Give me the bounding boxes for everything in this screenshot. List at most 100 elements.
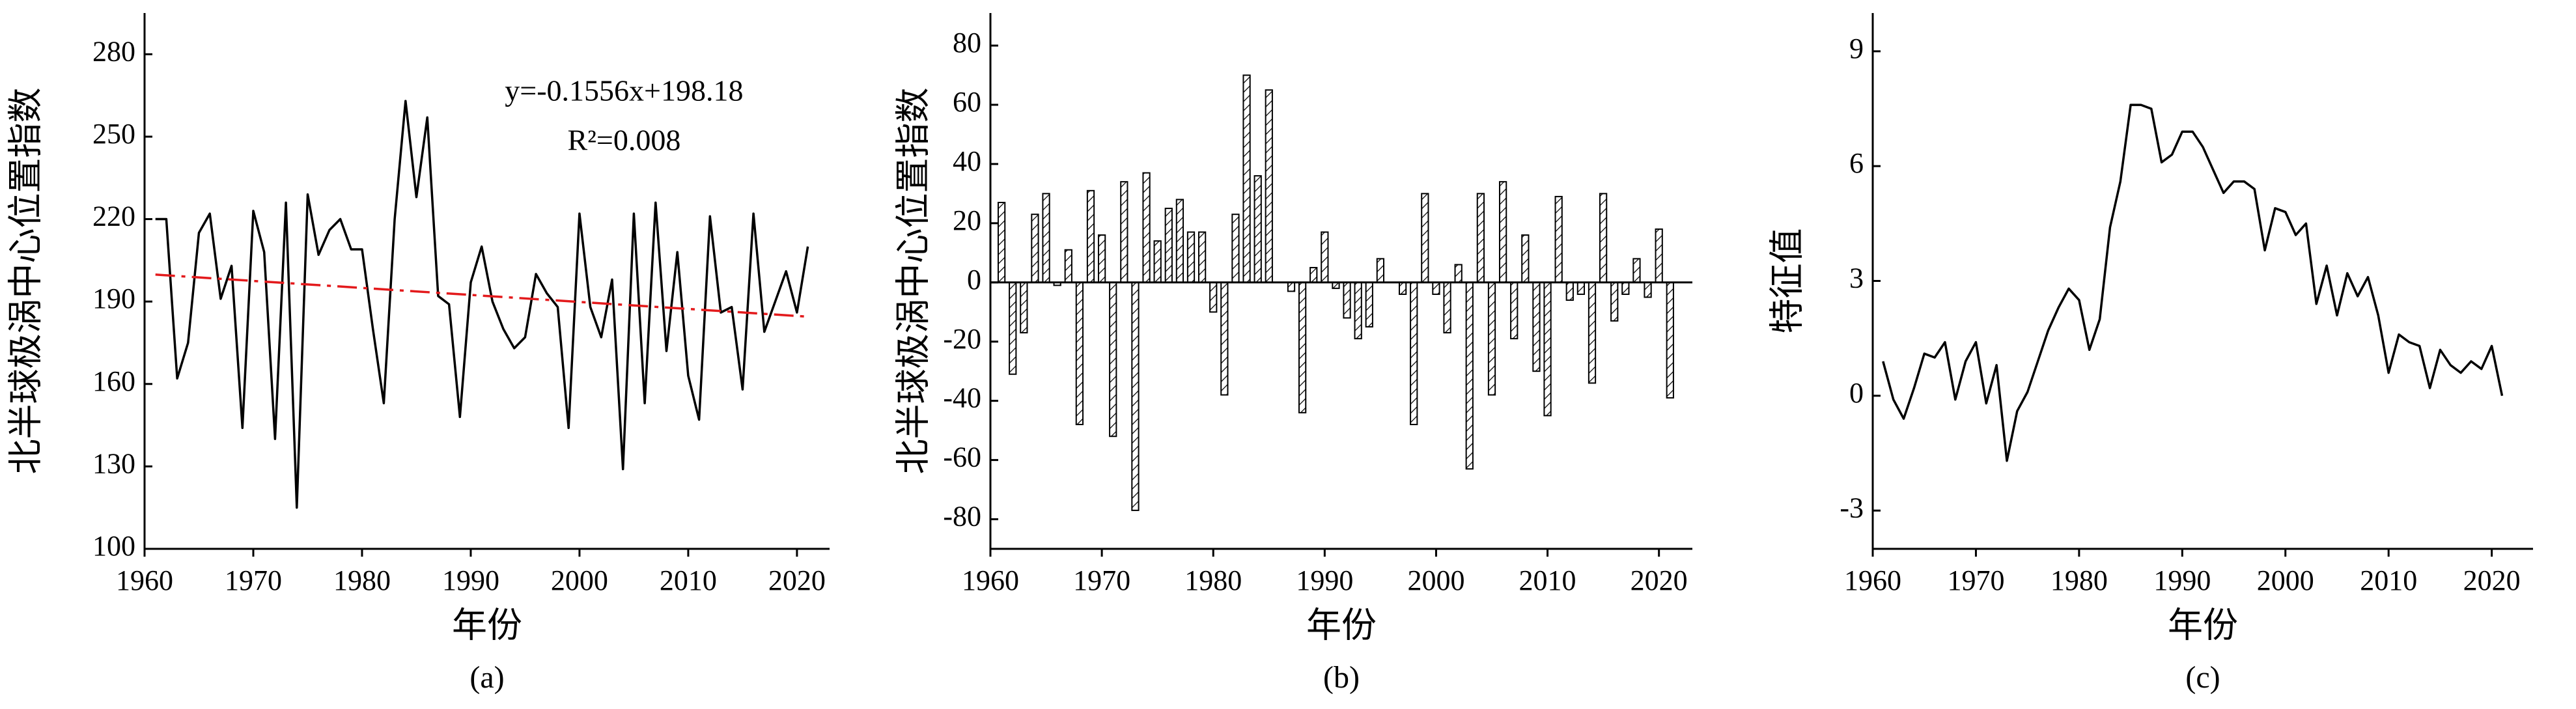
- y-tick-label: 80: [953, 27, 981, 59]
- x-tick-label: 1960: [116, 564, 173, 596]
- bar: [1321, 231, 1329, 283]
- y-tick-label: 190: [92, 283, 135, 314]
- bar: [1186, 231, 1196, 283]
- bar: [1209, 281, 1218, 313]
- bar: [1532, 281, 1541, 372]
- x-tick-label: 2020: [2463, 564, 2521, 596]
- trend-line: [155, 273, 808, 318]
- x-tick-label: 1970: [1947, 564, 2004, 596]
- bar: [1343, 281, 1351, 319]
- y-axis-title: 北半球极涡中心位置指数: [6, 88, 45, 475]
- bar: [1576, 281, 1586, 295]
- bar: [1510, 281, 1519, 340]
- bar: [1376, 258, 1385, 283]
- bar: [1644, 281, 1652, 298]
- x-tick-label: 2020: [768, 564, 826, 596]
- bar: [1421, 193, 1429, 283]
- x-axis-title: 年份: [452, 605, 522, 645]
- bar: [1410, 281, 1418, 426]
- bar: [1031, 214, 1039, 283]
- y-tick-label: 3: [1849, 262, 1864, 294]
- bar: [1454, 264, 1463, 283]
- bar: [1197, 231, 1207, 283]
- bar: [1020, 281, 1028, 334]
- x-axis-title: 年份: [1306, 605, 1377, 645]
- y-tick-label: 0: [967, 264, 981, 296]
- bar: [1398, 281, 1407, 295]
- y-tick-label: 250: [92, 118, 135, 150]
- bar: [1365, 281, 1373, 327]
- bar: [1543, 281, 1552, 417]
- bar: [1142, 172, 1151, 283]
- y-tick-label: 130: [92, 447, 135, 479]
- x-tick-label: 2010: [2360, 564, 2417, 596]
- y-tick-label: 60: [953, 86, 981, 118]
- bar: [1610, 281, 1619, 322]
- bar: [1231, 214, 1240, 283]
- bar: [1164, 208, 1173, 283]
- y-tick-label: -20: [943, 323, 981, 355]
- bar: [1621, 281, 1630, 295]
- x-tick-label: 1980: [333, 564, 391, 596]
- bar: [1120, 181, 1128, 283]
- x-tick-label: 2000: [1407, 564, 1464, 596]
- bar: [1521, 234, 1530, 283]
- x-tick-label: 1980: [1184, 564, 1242, 596]
- y-tick-label: 20: [953, 204, 981, 236]
- caption: (c): [2185, 660, 2220, 695]
- bar: [1666, 281, 1674, 399]
- y-tick-label: 280: [92, 35, 135, 67]
- bar: [1354, 281, 1362, 340]
- bar: [1476, 193, 1485, 283]
- x-tick-label: 2000: [2257, 564, 2314, 596]
- x-tick-label: 2000: [551, 564, 608, 596]
- bar: [1465, 281, 1474, 470]
- bar: [1655, 228, 1663, 283]
- caption: (a): [469, 660, 504, 695]
- y-axis-title: 北半球极涡中心位置指数: [893, 88, 932, 475]
- bar: [1599, 193, 1608, 283]
- data-line: [155, 100, 809, 509]
- bar: [1487, 281, 1496, 396]
- x-tick-label: 1970: [225, 564, 282, 596]
- x-tick-label: 1990: [1296, 564, 1353, 596]
- y-tick-label: -3: [1840, 492, 1864, 523]
- y-tick-label: 0: [1849, 377, 1864, 409]
- bar: [1253, 175, 1262, 283]
- bar: [1498, 181, 1507, 283]
- bar: [1097, 234, 1106, 283]
- bar: [1287, 281, 1296, 292]
- y-tick-label: 160: [92, 365, 135, 397]
- annotation: y=-0.1556x+198.18: [505, 74, 743, 107]
- y-tick-label: 220: [92, 201, 135, 232]
- bar: [1298, 281, 1307, 413]
- x-tick-label: 2020: [1631, 564, 1688, 596]
- annotation: R²=0.008: [567, 124, 680, 157]
- bar: [1432, 281, 1440, 295]
- bar: [1443, 281, 1451, 334]
- bar: [1086, 189, 1095, 283]
- bar: [1309, 267, 1318, 283]
- y-tick-label: 100: [92, 530, 135, 562]
- y-tick-label: -80: [943, 501, 981, 533]
- bar: [1565, 281, 1574, 301]
- bar: [1131, 281, 1140, 511]
- bar: [1220, 281, 1229, 396]
- bar: [1064, 249, 1072, 283]
- x-axis-title: 年份: [2168, 605, 2238, 645]
- x-tick-label: 1960: [962, 564, 1019, 596]
- bar: [1075, 281, 1084, 426]
- x-tick-label: 2010: [1519, 564, 1576, 596]
- bar: [1175, 199, 1184, 283]
- bar: [1632, 258, 1641, 283]
- bar: [1588, 281, 1597, 384]
- bar: [1109, 281, 1117, 438]
- y-axis-title: 特征值: [1767, 229, 1806, 334]
- y-tick-label: 9: [1849, 33, 1864, 64]
- x-tick-label: 1970: [1073, 564, 1130, 596]
- bar: [1265, 89, 1273, 283]
- y-tick-label: -40: [943, 382, 981, 414]
- bar: [1554, 195, 1563, 283]
